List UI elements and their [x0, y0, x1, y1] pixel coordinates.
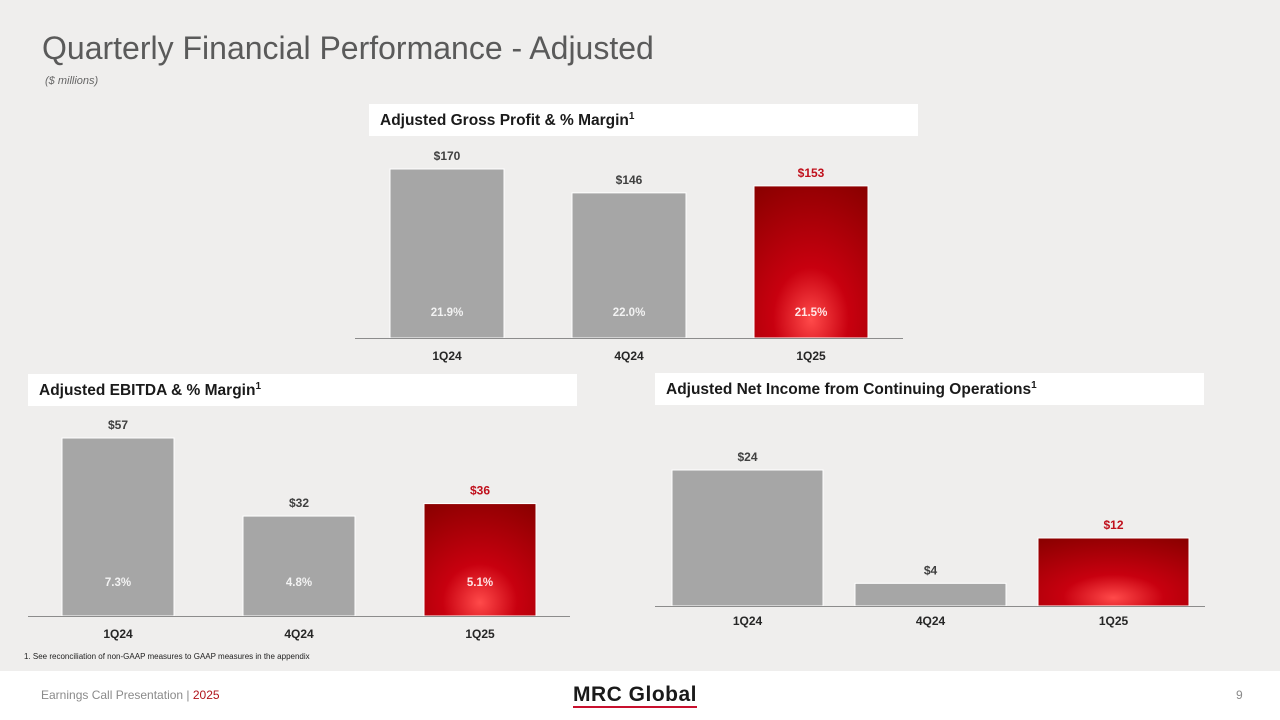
- net-income-value-label: $4: [924, 563, 938, 577]
- ebitda-bar-1Q25: [423, 503, 537, 617]
- net-income-bar-1Q24: [671, 469, 824, 607]
- ebitda-footnote-ref: 1: [255, 381, 261, 392]
- net-income-category-label: 1Q24: [733, 614, 763, 628]
- net-income-panel-title: Adjusted Net Income from Continuing Oper…: [655, 373, 1204, 405]
- gross-profit-category-label: 4Q24: [614, 349, 644, 363]
- gross-profit-title-text: Adjusted Gross Profit & % Margin: [380, 112, 629, 129]
- gross-profit-category-label: 1Q24: [432, 349, 462, 363]
- gross-profit-chart: $170 21.9% 1Q24 $146 22.0% 4Q24 $153 21.5% 1Q25: [355, 149, 903, 363]
- net-income-bar-4Q24: [854, 582, 1007, 607]
- gross-profit-bar-1Q25: [753, 185, 869, 339]
- ebitda-panel-title: Adjusted EBITDA & % Margin1: [28, 374, 577, 406]
- gross-profit-value-label: $146: [616, 173, 643, 187]
- gross-profit-panel-title: Adjusted Gross Profit & % Margin1: [369, 104, 918, 136]
- footer-year: 2025: [192, 688, 220, 702]
- ebitda-chart: $57 7.3% 1Q24 $32 4.8% 4Q24 $36 5.1% 1Q25: [28, 418, 570, 641]
- gross-profit-margin-label: 22.0%: [613, 307, 646, 319]
- ebitda-value-label: $32: [289, 496, 309, 510]
- gross-profit-value-label: $170: [434, 149, 461, 163]
- ebitda-bar-4Q24: [242, 515, 356, 617]
- net-income-title-text: Adjusted Net Income from Continuing Oper…: [666, 381, 1032, 398]
- ebitda-margin-label: 5.1%: [467, 577, 493, 589]
- ebitda-category-label: 4Q24: [284, 627, 314, 641]
- ebitda-value-label: $57: [108, 418, 128, 432]
- gross-profit-bar-1Q24: [389, 168, 505, 339]
- footnote: 1. See reconciliation of non-GAAP measur…: [24, 652, 310, 661]
- gross-profit-margin-label: 21.9%: [431, 307, 464, 319]
- page-number: 9: [1236, 688, 1243, 702]
- company-logo: MRC Global: [573, 683, 697, 708]
- page-title: Quarterly Financial Performance - Adjust…: [42, 30, 654, 66]
- net-income-chart: $24 1Q24 $4 4Q24 $12 1Q25: [655, 450, 1205, 628]
- net-income-value-label: $24: [737, 450, 757, 464]
- net-income-category-label: 1Q25: [1099, 614, 1129, 628]
- net-income-value-label: $12: [1103, 518, 1123, 532]
- gross-profit-bar-4Q24: [571, 192, 687, 339]
- ebitda-value-label: $36: [470, 484, 490, 498]
- footer-label-text: Earnings Call Presentation |: [41, 688, 193, 702]
- footer-presentation-label: Earnings Call Presentation | 2025: [41, 688, 220, 702]
- net-income-category-label: 4Q24: [916, 614, 946, 628]
- ebitda-category-label: 1Q25: [465, 627, 495, 641]
- gross-profit-category-label: 1Q25: [796, 349, 826, 363]
- ebitda-margin-label: 4.8%: [286, 577, 312, 589]
- ebitda-title-text: Adjusted EBITDA & % Margin: [39, 382, 256, 399]
- gross-profit-margin-label: 21.5%: [795, 307, 828, 319]
- page-subtitle: ($ millions): [45, 75, 99, 87]
- ebitda-margin-label: 7.3%: [105, 577, 131, 589]
- gross-profit-footnote-ref: 1: [628, 111, 635, 122]
- footer: Earnings Call Presentation | 2025 MRC Gl…: [0, 671, 1280, 720]
- net-income-footnote-ref: 1: [1031, 380, 1037, 391]
- ebitda-category-label: 1Q24: [103, 627, 133, 641]
- gross-profit-value-label: $153: [798, 166, 825, 180]
- net-income-bar-1Q25: [1037, 537, 1190, 607]
- ebitda-bar-1Q24: [61, 437, 175, 617]
